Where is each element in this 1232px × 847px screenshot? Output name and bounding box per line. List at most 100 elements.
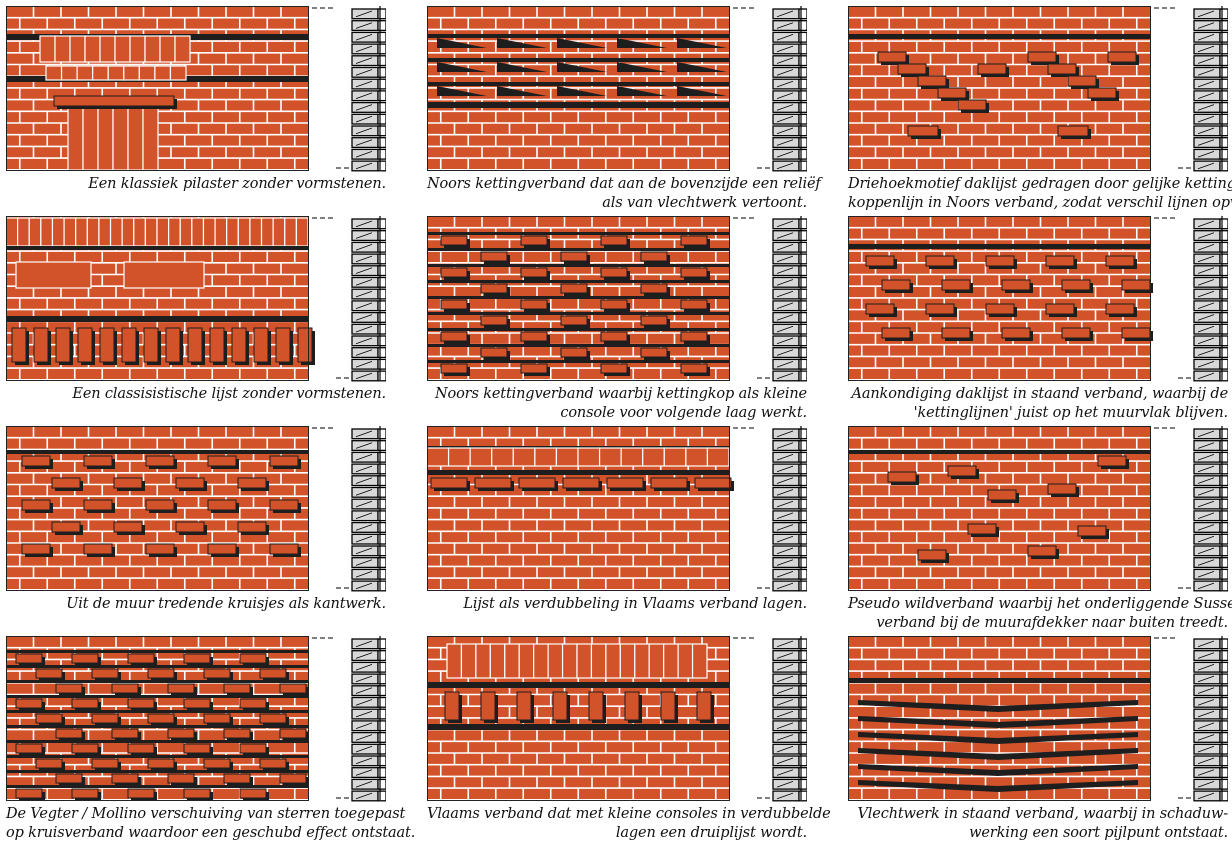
section-joint [798,778,807,790]
projecting-brick [640,283,668,294]
projecting-brick [680,331,708,342]
caption-10: De Vegter / Mollino verschuiving van ste… [6,805,416,843]
caption-line: lagen een druiplijst wordt. [615,825,807,841]
weave-shadow [677,86,727,96]
projecting-brick [203,758,231,769]
soldier-brick [98,217,112,247]
shadow-band [6,650,308,653]
section-joint [1219,486,1228,498]
caption-line: Noors kettingverband dat aan de bovenzij… [427,176,821,192]
soldier-brick [51,217,65,247]
projecting-brick [55,728,83,739]
soldier-brick [469,447,493,467]
hatch-line [1197,722,1215,729]
shadow-band [427,280,729,283]
hatch-line [1197,325,1215,333]
soldier-brick [174,35,191,63]
soldier-brick [92,65,109,81]
projecting-brick [1105,255,1135,267]
projecting-brick [1097,455,1127,467]
shadow-band [427,34,729,38]
section-joint [377,650,386,662]
projecting-brick [887,471,917,483]
caption-line: op kruisverband waardoor een geschubd ef… [6,825,416,841]
hatch-line [1197,34,1215,41]
cross-section [733,216,807,382]
weave-shadow [557,38,607,48]
projecting-brick [127,653,155,664]
section-joint [798,498,807,510]
hatch-line [1197,699,1215,706]
hatch-line [355,325,373,333]
soldier-brick [685,447,709,467]
projecting-brick [881,279,911,291]
section-joint [798,358,807,370]
projecting-brick [917,549,947,561]
caption-6: Aankondiging daklijst in staand verband,… [848,385,1229,423]
projecting-brick [237,477,267,489]
hatch-line [776,244,794,251]
hatch-line [776,232,794,239]
shadow-band [427,470,729,475]
section-joint [377,241,386,253]
hatch-line [355,244,373,251]
weave-shadow [677,62,727,72]
brick-wall [427,426,734,594]
section-joint [1219,451,1228,463]
caption-line: Een classisistische lijst zonder vormste… [72,386,386,402]
projecting-brick [947,465,977,477]
section-joint [798,661,807,673]
hatch-line [1197,232,1215,239]
soldier-brick [561,643,578,679]
section-joint [1219,55,1228,67]
projecting-brick [145,543,175,555]
hatch-line [355,34,373,41]
section-joint [798,113,807,125]
soldier-brick [191,217,205,247]
projecting-brick [207,543,237,555]
soldier-brick [17,217,30,247]
brick-wall [427,6,730,174]
projecting-brick [83,455,113,467]
caption-4: Een classisistische lijst zonder vormste… [6,385,386,404]
caption-5: Noors kettingverband waarbij kettingkop … [427,385,807,423]
hatch-line [355,710,373,718]
section-joint [798,160,807,172]
section-joint [1219,241,1228,253]
section-joint [1219,253,1228,265]
projecting-brick [444,691,460,721]
section-joint [798,90,807,102]
brick-wall [6,426,309,594]
projecting-brick [91,758,119,769]
brick-wall [848,636,1151,804]
shadow-band [427,102,729,108]
section-joint [377,778,386,790]
soldier-brick [547,643,564,679]
hatch-line [776,571,794,578]
caption-line: als van vlechtwerk vertoont. [602,195,807,211]
hatch-line [1197,314,1215,321]
projecting-brick [239,743,267,754]
section-joint [798,440,807,452]
section-joint [1219,638,1228,650]
hatch-line [1197,244,1215,251]
cross-section [312,426,386,592]
hatch-line [776,34,794,41]
projecting-brick [51,521,81,533]
panel-1: Een klassiek pilaster zonder vormstenen. [6,6,386,216]
soldier-brick [427,447,450,467]
section-joint [1219,323,1228,335]
section-joint [1219,265,1228,277]
shadow-band [427,312,729,315]
projecting-brick [127,698,155,709]
section-joint [377,78,386,90]
hatch-line [355,45,373,53]
shadow-band [6,710,308,713]
shadow-band [6,695,308,698]
brick-drawing-3 [848,6,1228,174]
hatch-line [776,722,794,729]
hatch-line [1197,734,1215,741]
section-joint [377,55,386,67]
section-joint [377,265,386,277]
projecting-brick [127,743,155,754]
